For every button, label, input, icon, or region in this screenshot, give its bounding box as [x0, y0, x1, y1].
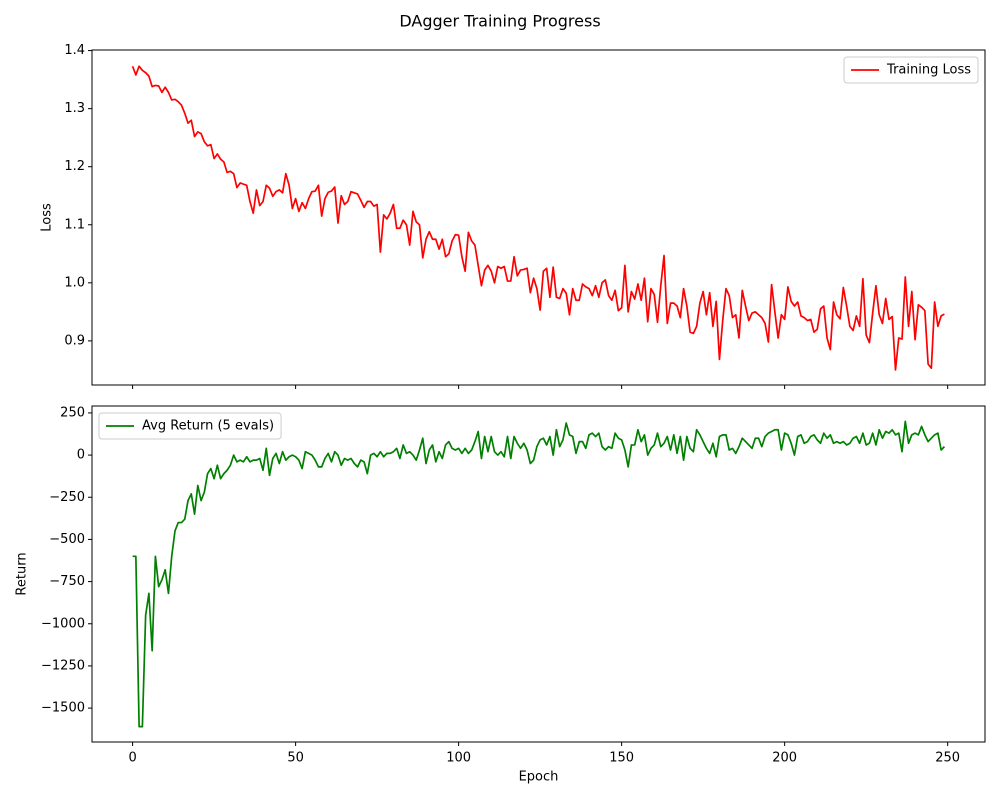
legend-box	[843, 56, 979, 84]
line-series	[132, 420, 946, 728]
legend-label: Training Loss	[886, 63, 971, 78]
axes-frame	[91, 49, 986, 386]
legend-label: Avg Return (5 evals)	[142, 419, 274, 434]
x-tick-label: 150	[609, 751, 634, 766]
y-tick-label: 0	[77, 448, 85, 463]
y-tick-label: 1.0	[64, 275, 85, 290]
x-tick-label: 200	[772, 751, 797, 766]
x-tick-label: 100	[446, 751, 471, 766]
x-tick-label: 0	[128, 751, 136, 766]
y-tick-label: −750	[49, 574, 85, 589]
legend: Avg Return (5 evals)	[98, 412, 282, 440]
y-tick-label: 1.2	[64, 159, 85, 174]
y-tick-label: −1000	[41, 616, 85, 631]
legend-box	[98, 412, 282, 440]
y-axis-label: Loss	[40, 203, 55, 232]
y-tick-label: 1.1	[64, 217, 85, 232]
y-tick-label: −1500	[41, 701, 85, 716]
legend: Training Loss	[843, 56, 979, 84]
x-tick-label: 250	[935, 751, 960, 766]
y-tick-label: 0.9	[64, 333, 85, 348]
y-tick-label: 1.3	[64, 101, 85, 116]
figure-title: DAgger Training Progress	[399, 12, 600, 31]
y-tick-label: −1250	[41, 658, 85, 673]
y-tick-label: −250	[49, 490, 85, 505]
y-tick-label: 250	[60, 405, 85, 420]
y-tick-label: −500	[49, 532, 85, 547]
y-tick-label: 1.4	[64, 43, 85, 58]
line-series	[131, 65, 945, 371]
x-axis-label: Epoch	[519, 770, 559, 785]
x-tick-label: 50	[287, 751, 304, 766]
axes-frame	[91, 405, 986, 743]
y-axis-label: Return	[15, 552, 30, 595]
